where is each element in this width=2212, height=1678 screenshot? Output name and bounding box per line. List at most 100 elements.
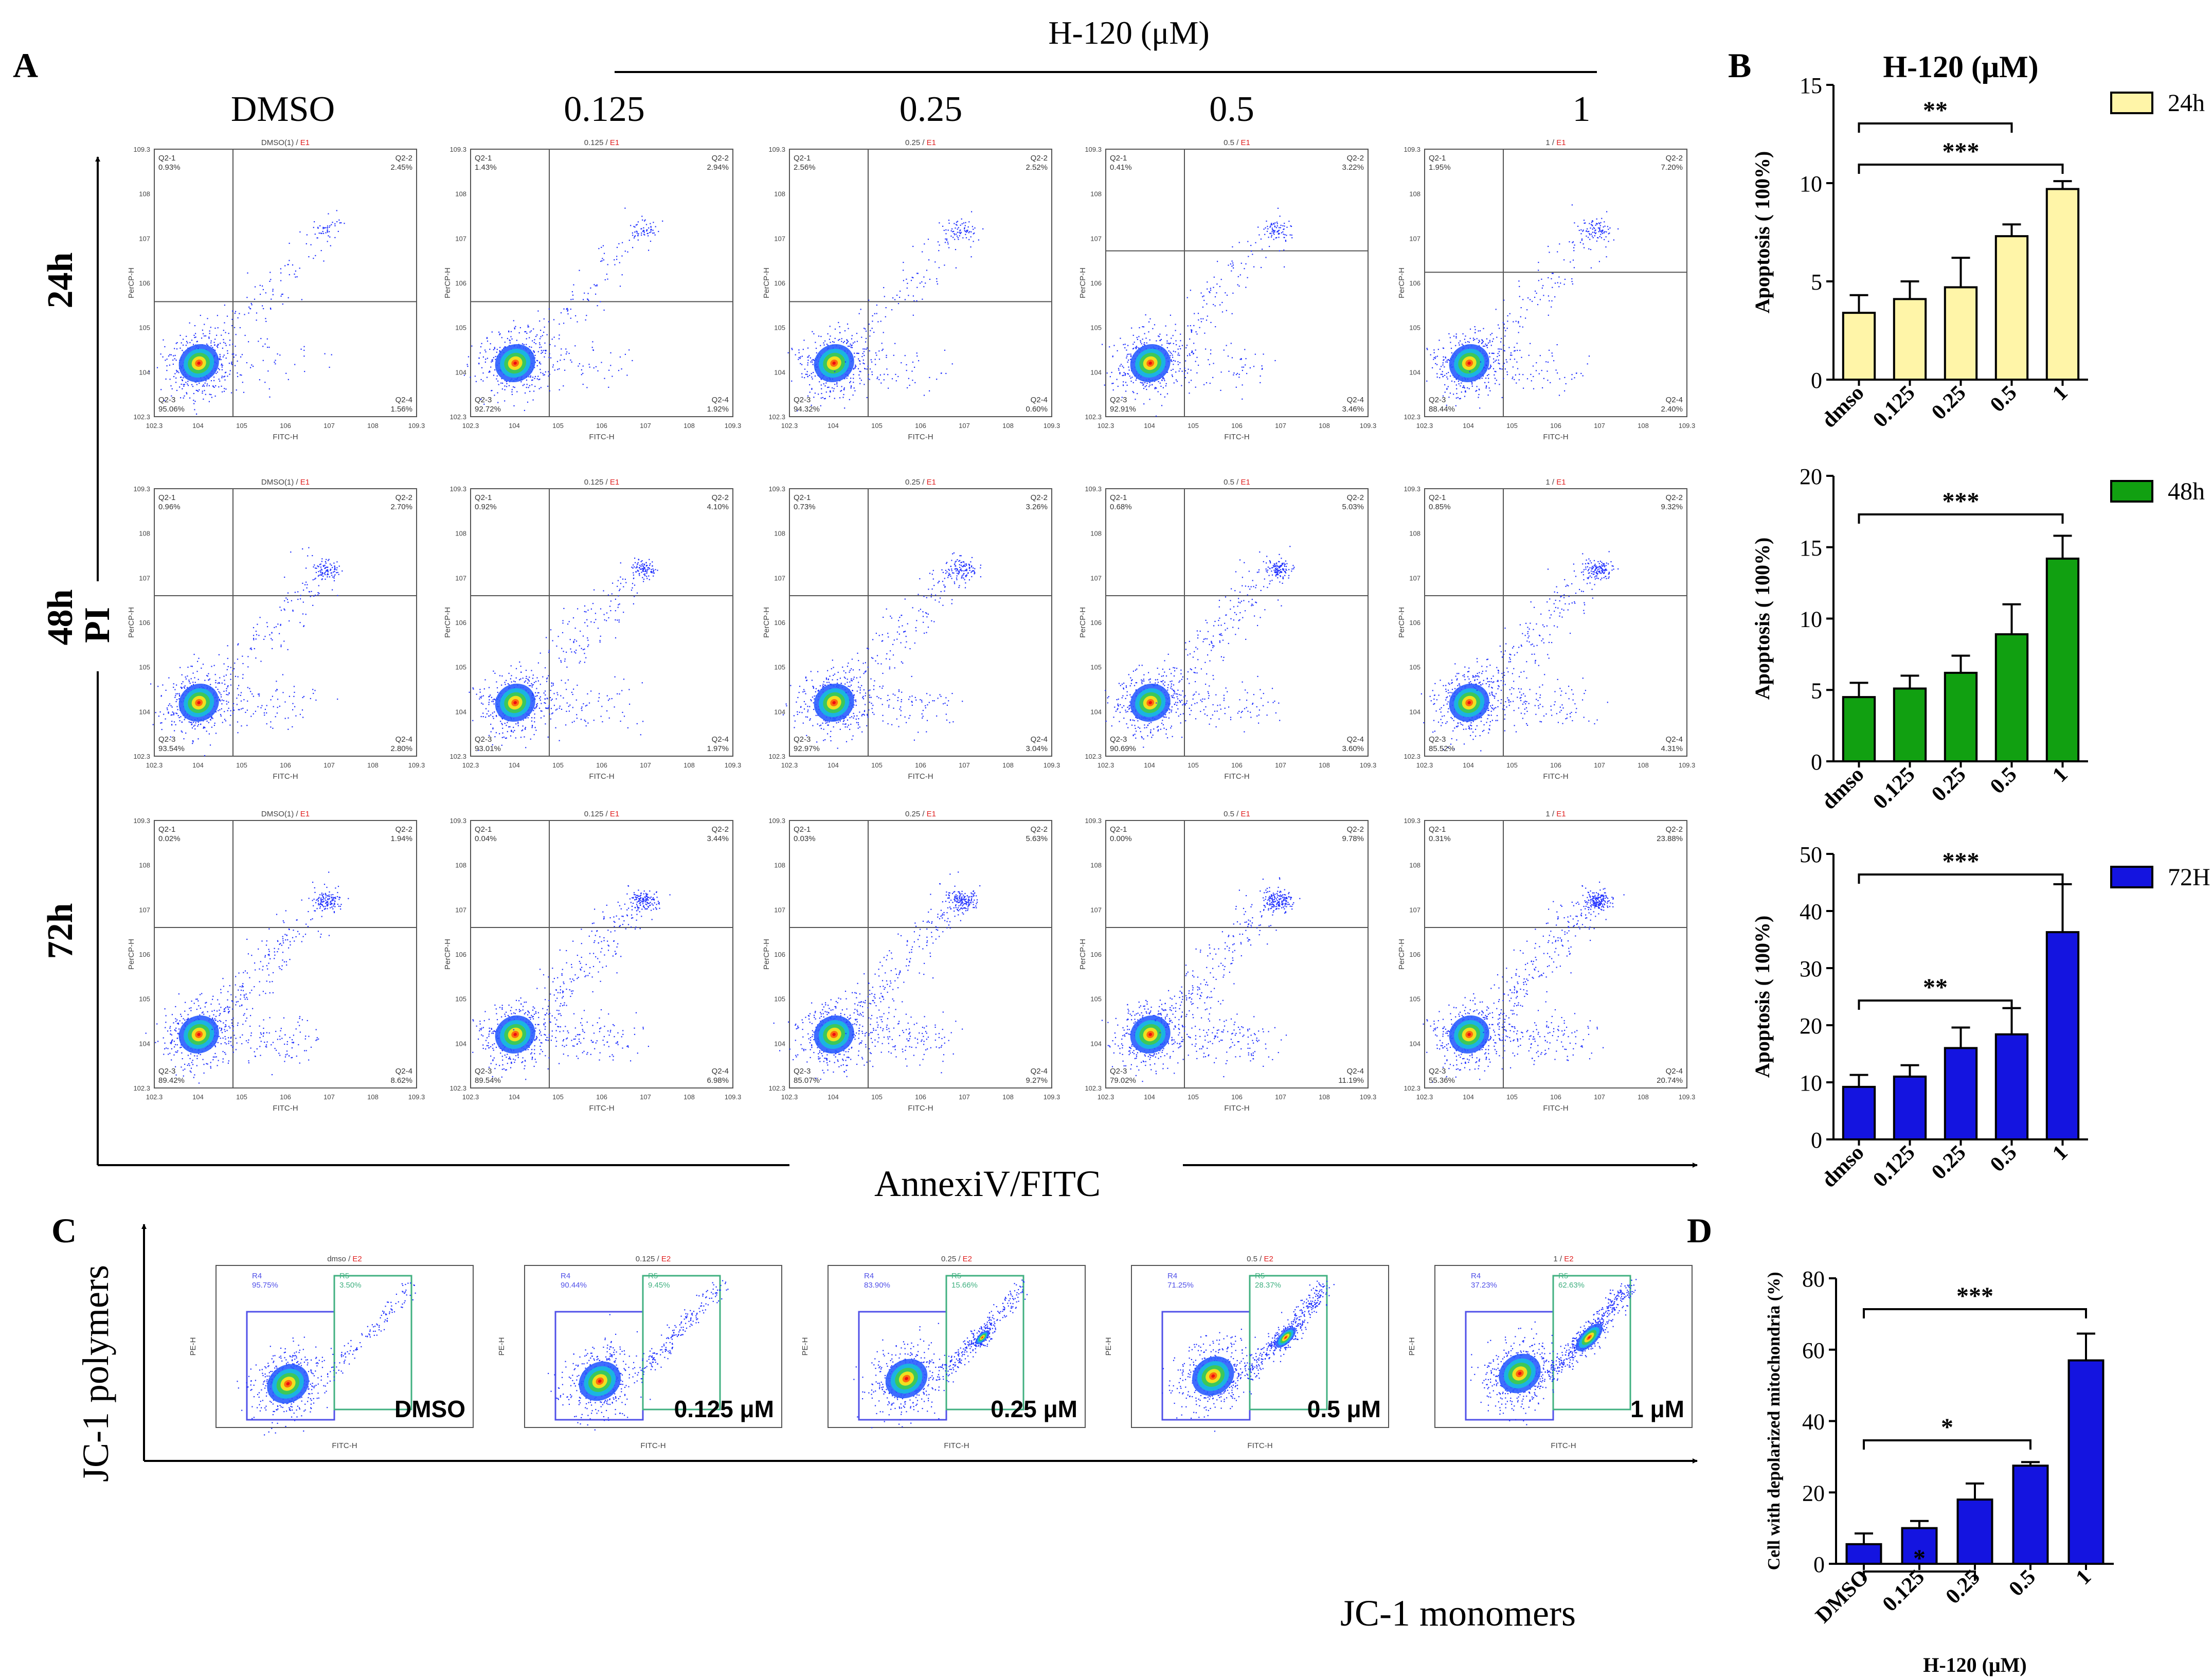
jc1-plot-ylabel: PE-H bbox=[189, 1337, 197, 1356]
y-tick-label: 104 bbox=[1409, 368, 1420, 376]
jc1-plot-title: 1 / E2 bbox=[1553, 1255, 1573, 1263]
jc1-plot-title: dmso / E2 bbox=[327, 1255, 362, 1263]
quadrant-name-q3: Q2-3 bbox=[1429, 735, 1446, 744]
quadrant-name-q2: Q2-2 bbox=[712, 825, 729, 834]
x-tick-label: 109.3 bbox=[1360, 761, 1377, 769]
x-tick-label: 0.125 bbox=[1878, 1565, 1929, 1616]
flow-plot-title: 0.25 / E1 bbox=[905, 138, 936, 147]
y-tick-label: 108 bbox=[1090, 190, 1102, 198]
scatter-events bbox=[1172, 672, 1281, 733]
significance-bracket bbox=[1858, 513, 2064, 524]
quadrant-name-q3: Q2-3 bbox=[1110, 396, 1127, 404]
y-tick-label: 106 bbox=[139, 279, 150, 287]
flow-plot-xlabel: FITC-H bbox=[1543, 1104, 1568, 1113]
y-tick-label: 104 bbox=[139, 368, 150, 376]
x-tick-label: 105 bbox=[1188, 761, 1199, 769]
x-tick-label: 108 bbox=[1002, 422, 1014, 430]
scatter-events bbox=[1168, 207, 1285, 356]
x-tick-label: 0.125 bbox=[1868, 381, 1919, 432]
x-tick-label: 107 bbox=[959, 1093, 970, 1101]
x-tick-label: 104 bbox=[1463, 422, 1474, 430]
cell-population bbox=[463, 320, 571, 411]
flow-plot-r3-c3: 0.25 / E1 Q2-10.03% Q2-25.63% Q2-385.07% Q2-… bbox=[762, 810, 1060, 1113]
flow-plot-ylabel: PerCP-H bbox=[443, 939, 452, 970]
jc1-condition-label: 0.125 μM bbox=[674, 1396, 774, 1422]
x-tick-label: 104 bbox=[1463, 1093, 1474, 1101]
scatter-events bbox=[1469, 204, 1608, 372]
x-tick-label: 109.3 bbox=[1044, 422, 1060, 430]
flow-plot-xlabel: FITC-H bbox=[273, 1104, 298, 1113]
x-tick-label: 109.3 bbox=[1044, 761, 1060, 769]
x-tick-label: 104 bbox=[828, 422, 839, 430]
row-label-24h: 24h bbox=[41, 253, 80, 309]
x-tick-label: 0.125 bbox=[1868, 763, 1919, 814]
quadrant-name-q3: Q2-3 bbox=[475, 396, 492, 404]
scatter-events bbox=[1150, 877, 1290, 1033]
y-tick-label: 109.3 bbox=[768, 146, 785, 153]
flow-plot-ylabel: PerCP-H bbox=[127, 939, 136, 970]
bar-dmso bbox=[1842, 312, 1876, 381]
x-tick-label: 102.3 bbox=[462, 761, 479, 769]
y-tick-label: 104 bbox=[1090, 1040, 1102, 1047]
y-tick-label: 105 bbox=[1090, 995, 1102, 1003]
quadrant-value-q4: 9.27% bbox=[1026, 1076, 1048, 1085]
bar-dmso bbox=[1842, 1085, 1876, 1140]
x-tick-label: 108 bbox=[367, 761, 379, 769]
y-tick-label: 105 bbox=[139, 995, 150, 1003]
panel-label-b: B bbox=[1728, 46, 1751, 85]
quadrant-value-q4: 2.40% bbox=[1661, 405, 1683, 414]
flow-plot-title: 0.5 / E1 bbox=[1224, 138, 1250, 147]
gate-r5-name: R5 bbox=[339, 1272, 349, 1280]
y-tick-label: 106 bbox=[139, 619, 150, 627]
y-tick-label: 108 bbox=[1409, 862, 1420, 869]
x-tick-label: 102.3 bbox=[1098, 1093, 1114, 1101]
legend-swatch bbox=[2110, 92, 2153, 114]
jc1-plot-title: 0.5 / E2 bbox=[1247, 1255, 1273, 1263]
x-tick-label: 1 bbox=[2048, 381, 2072, 405]
y-tick-label: 102.3 bbox=[1085, 753, 1102, 760]
quadrant-value-q2: 4.10% bbox=[707, 503, 729, 511]
bar-0.5 bbox=[1994, 633, 2029, 763]
panel-label-c: C bbox=[51, 1211, 77, 1250]
y-tick-label: 108 bbox=[1090, 862, 1102, 869]
y-tick-label: 108 bbox=[139, 190, 150, 198]
bar-0.25 bbox=[1956, 1498, 1993, 1565]
y-tick-label: 106 bbox=[774, 279, 785, 287]
late-apoptotic-population bbox=[631, 559, 658, 582]
quadrant-name-q4: Q2-4 bbox=[395, 735, 412, 744]
x-tick-label: 106 bbox=[1550, 761, 1561, 769]
y-axis-label: Apoptosis ( 100%) bbox=[1751, 916, 1774, 1078]
bar-1 bbox=[2045, 557, 2080, 762]
flow-plot-xlabel: FITC-H bbox=[908, 433, 933, 441]
quadrant-value-q3: 55.36% bbox=[1429, 1076, 1455, 1085]
flow-plot-r1-c4: 0.5 / E1 Q2-10.41% Q2-23.22% Q2-392.91% Q2-4… bbox=[1078, 138, 1376, 441]
quadrant-name-q4: Q2-4 bbox=[1031, 735, 1048, 744]
x-tick-label: 107 bbox=[1594, 422, 1605, 430]
quadrant-name-q2: Q2-2 bbox=[1031, 825, 1048, 834]
x-tick-label: 109.3 bbox=[408, 422, 425, 430]
quadrant-value-q3: 94.32% bbox=[794, 405, 820, 414]
x-tick-label: 108 bbox=[1002, 1093, 1014, 1101]
x-tick-label: 104 bbox=[192, 1093, 204, 1101]
quadrant-value-q1: 1.43% bbox=[475, 163, 497, 172]
x-tick-label: 109.3 bbox=[408, 761, 425, 769]
y-tick-label: 80 bbox=[1802, 1266, 1825, 1292]
quadrant-value-q1: 0.04% bbox=[475, 834, 497, 843]
y-tick-label: 108 bbox=[774, 862, 785, 869]
quadrant-name-q1: Q2-1 bbox=[1110, 154, 1127, 163]
flow-plot-ylabel: PerCP-H bbox=[762, 607, 771, 638]
quadrant-name-q1: Q2-1 bbox=[1429, 493, 1446, 502]
y-tick-label: 107 bbox=[774, 574, 785, 582]
flow-plot-xlabel: FITC-H bbox=[1224, 433, 1249, 441]
scatter-events bbox=[846, 871, 967, 1036]
panel-a: H-120 (μM) DMSO 0.125 0.25 0.5 1 24h 48h… bbox=[41, 14, 1698, 1204]
quadrant-value-q3: 89.54% bbox=[475, 1076, 501, 1085]
y-axis-label: Apoptosis ( 100%) bbox=[1751, 151, 1774, 314]
significance-label: *** bbox=[1956, 1282, 1993, 1310]
y-tick-label: 20 bbox=[1802, 1480, 1825, 1506]
y-tick-label: 104 bbox=[774, 368, 785, 376]
late-apoptotic-population bbox=[312, 886, 349, 914]
quadrant-value-q3: 92.97% bbox=[794, 744, 820, 753]
quadrant-value-q2: 3.26% bbox=[1026, 503, 1048, 511]
